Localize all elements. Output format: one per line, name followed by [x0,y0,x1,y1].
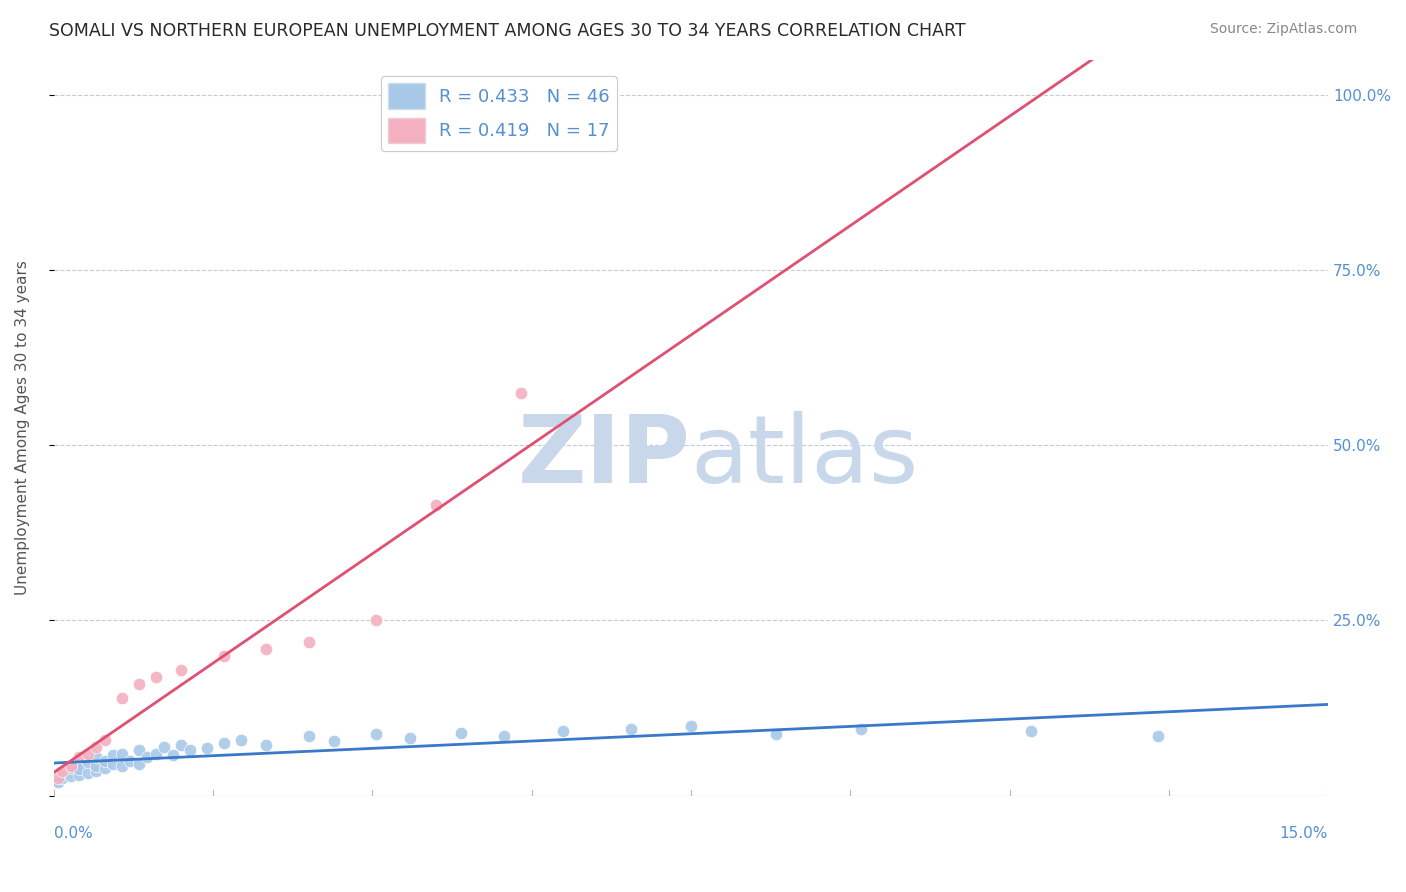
Point [76,755,98,769]
Point [553,724,575,739]
Point [93,761,115,775]
Point [67,768,90,782]
Point [1019,724,1042,739]
Point [399,731,422,746]
Point [195,741,218,756]
Point [67,762,90,776]
Point [101,748,124,763]
Point [366,727,388,741]
Point [110,747,132,761]
Point [254,739,277,753]
Point [450,725,472,739]
Point [59,764,82,779]
Point [93,754,115,768]
Point [46,774,69,789]
Point [46,771,69,785]
Point [229,732,252,747]
Y-axis label: Unemployment Among Ages 30 to 34 years: Unemployment Among Ages 30 to 34 years [15,260,30,595]
Point [59,759,82,773]
Point [59,769,82,783]
Point [76,766,98,780]
Text: 15.0%: 15.0% [1279,826,1329,841]
Point [59,761,82,775]
Point [128,743,150,757]
Point [67,757,90,772]
Point [366,614,388,628]
Point [162,748,184,763]
Text: 0.0%: 0.0% [53,826,93,841]
Point [170,663,193,677]
Point [620,722,643,736]
Point [128,676,150,690]
Point [84,764,107,779]
Point [145,669,167,683]
Point [110,759,132,773]
Point [145,747,167,761]
Point [84,750,107,764]
Point [492,729,515,743]
Point [128,757,150,772]
Legend: R = 0.433   N = 46, R = 0.419   N = 17: R = 0.433 N = 46, R = 0.419 N = 17 [381,76,617,151]
Point [51,771,73,785]
Point [323,734,346,748]
Text: ZIP: ZIP [517,411,690,503]
Point [1147,729,1170,743]
Point [849,722,872,736]
Point [51,764,73,779]
Point [297,729,319,743]
Point [136,750,159,764]
Point [297,634,319,648]
Point [51,768,73,782]
Point [254,641,277,656]
Point [101,757,124,772]
Point [67,750,90,764]
Point [679,719,702,733]
Point [179,743,201,757]
Point [76,747,98,761]
Point [84,739,107,754]
Point [170,739,193,753]
Point [765,727,787,741]
Point [212,736,235,750]
Point [110,690,132,705]
Text: atlas: atlas [690,411,920,503]
Point [425,498,447,512]
Point [93,732,115,747]
Point [120,754,142,768]
Point [510,385,533,400]
Text: SOMALI VS NORTHERN EUROPEAN UNEMPLOYMENT AMONG AGES 30 TO 34 YEARS CORRELATION C: SOMALI VS NORTHERN EUROPEAN UNEMPLOYMENT… [49,22,966,40]
Text: Source: ZipAtlas.com: Source: ZipAtlas.com [1209,22,1357,37]
Point [212,648,235,663]
Point [153,739,176,754]
Point [84,759,107,773]
